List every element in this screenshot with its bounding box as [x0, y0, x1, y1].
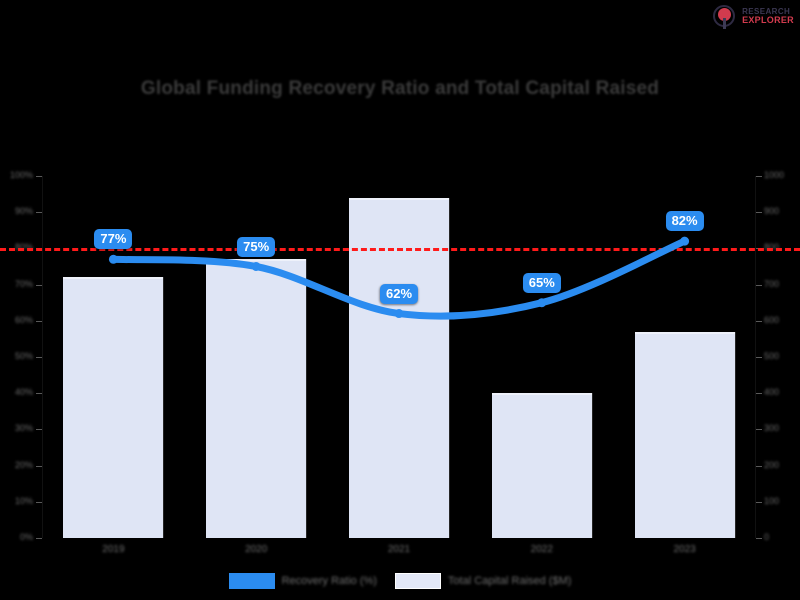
axis-tick-label: 400 [764, 387, 780, 398]
brand-logo-line1: RESEARCH [742, 7, 791, 17]
axis-tick-label: 70% [14, 278, 33, 289]
axis-tick [36, 393, 42, 395]
axis-tick-label: 100 [764, 495, 780, 506]
axis-tick [36, 501, 42, 503]
axis-tick-label: 10% [14, 495, 33, 506]
legend-item-bar[interactable]: Total Capital Raised ($M) [394, 573, 572, 589]
bar[interactable] [63, 277, 164, 538]
axis-tick [756, 176, 762, 177]
axis-tick-label: 60% [14, 314, 33, 325]
axis-tick [756, 393, 762, 395]
axis-tick [36, 357, 42, 358]
axis-tick-label: 500 [764, 351, 780, 361]
reference-line [0, 248, 800, 252]
axis-tick-label: 100% [9, 170, 33, 180]
line-marker[interactable] [108, 254, 118, 264]
axis-tick-label: 90% [14, 206, 33, 217]
legend-swatch-bar-icon [394, 573, 441, 589]
brand-logo: RESEARCH EXPLORER [712, 4, 794, 30]
axis-tick-label: 600 [764, 314, 780, 325]
axis-tick [36, 320, 42, 322]
axis-tick-label: 80% [14, 242, 33, 253]
axis-tick-label: 700 [764, 278, 780, 289]
x-axis-label: 2020 [245, 544, 268, 555]
line-marker[interactable] [394, 309, 404, 319]
axis-tick-label: 0 [764, 532, 770, 542]
axis-tick-label: 800 [764, 242, 780, 253]
line-series [108, 236, 690, 320]
axis-tick-label: 20% [14, 459, 33, 470]
axis-tick [36, 429, 42, 431]
line-marker[interactable] [537, 298, 547, 308]
axis-tick [756, 212, 762, 214]
line-marker[interactable] [251, 262, 261, 271]
brand-logo-text: RESEARCH EXPLORER [742, 7, 794, 26]
axis-tick [756, 357, 762, 358]
axis-tick-label: 0% [19, 532, 33, 542]
legend-label-bar: Total Capital Raised ($M) [447, 575, 572, 587]
y-axis-left [42, 176, 43, 538]
bar[interactable] [491, 393, 592, 538]
data-label: 82% [665, 211, 704, 232]
bar[interactable] [349, 197, 449, 538]
data-label: 65% [522, 272, 561, 293]
axis-tick [756, 320, 762, 322]
axis-tick [36, 538, 42, 539]
legend-swatch-line-icon [228, 573, 275, 589]
axis-tick-label: 200 [764, 459, 780, 470]
axis-tick-label: 900 [764, 206, 780, 217]
y-axis-right [755, 176, 756, 538]
data-label: 77% [94, 229, 133, 250]
bar[interactable] [206, 259, 307, 538]
x-axis-label: 2021 [387, 544, 411, 555]
axis-tick-label: 30% [14, 423, 33, 434]
data-label: 62% [379, 283, 419, 304]
chart-title: Global Funding Recovery Ratio and Total … [140, 78, 660, 99]
brand-logo-line2: EXPLORER [742, 15, 794, 26]
x-axis-label: 2019 [102, 544, 125, 555]
axis-tick-label: 40% [14, 387, 33, 398]
axis-tick [36, 212, 42, 214]
chart-legend: Recovery Ratio (%) Total Capital Raised … [0, 573, 800, 589]
axis-tick [756, 429, 762, 431]
x-axis-label: 2023 [673, 544, 696, 555]
legend-label-line: Recovery Ratio (%) [281, 575, 377, 587]
lightbulb-logo-icon [712, 4, 738, 30]
axis-tick [36, 176, 42, 177]
x-axis-label: 2022 [530, 544, 553, 555]
legend-item-line[interactable]: Recovery Ratio (%) [228, 573, 377, 589]
axis-tick [756, 501, 762, 503]
line-marker[interactable] [680, 236, 690, 246]
axis-tick-label: 1000 [764, 170, 785, 180]
axis-tick [756, 284, 762, 286]
axis-tick [36, 465, 42, 467]
axis-tick [36, 284, 42, 286]
axis-tick-label: 50% [14, 351, 33, 361]
axis-tick [756, 538, 762, 539]
plot-area: 100% 90% 80% 70% 60% 50% 40% 30% 20% 10% 0% 1000 90… [0, 171, 800, 555]
data-label: 75% [237, 236, 276, 257]
axis-tick-label: 300 [764, 423, 780, 434]
bar[interactable] [634, 331, 735, 538]
axis-tick [756, 465, 762, 467]
